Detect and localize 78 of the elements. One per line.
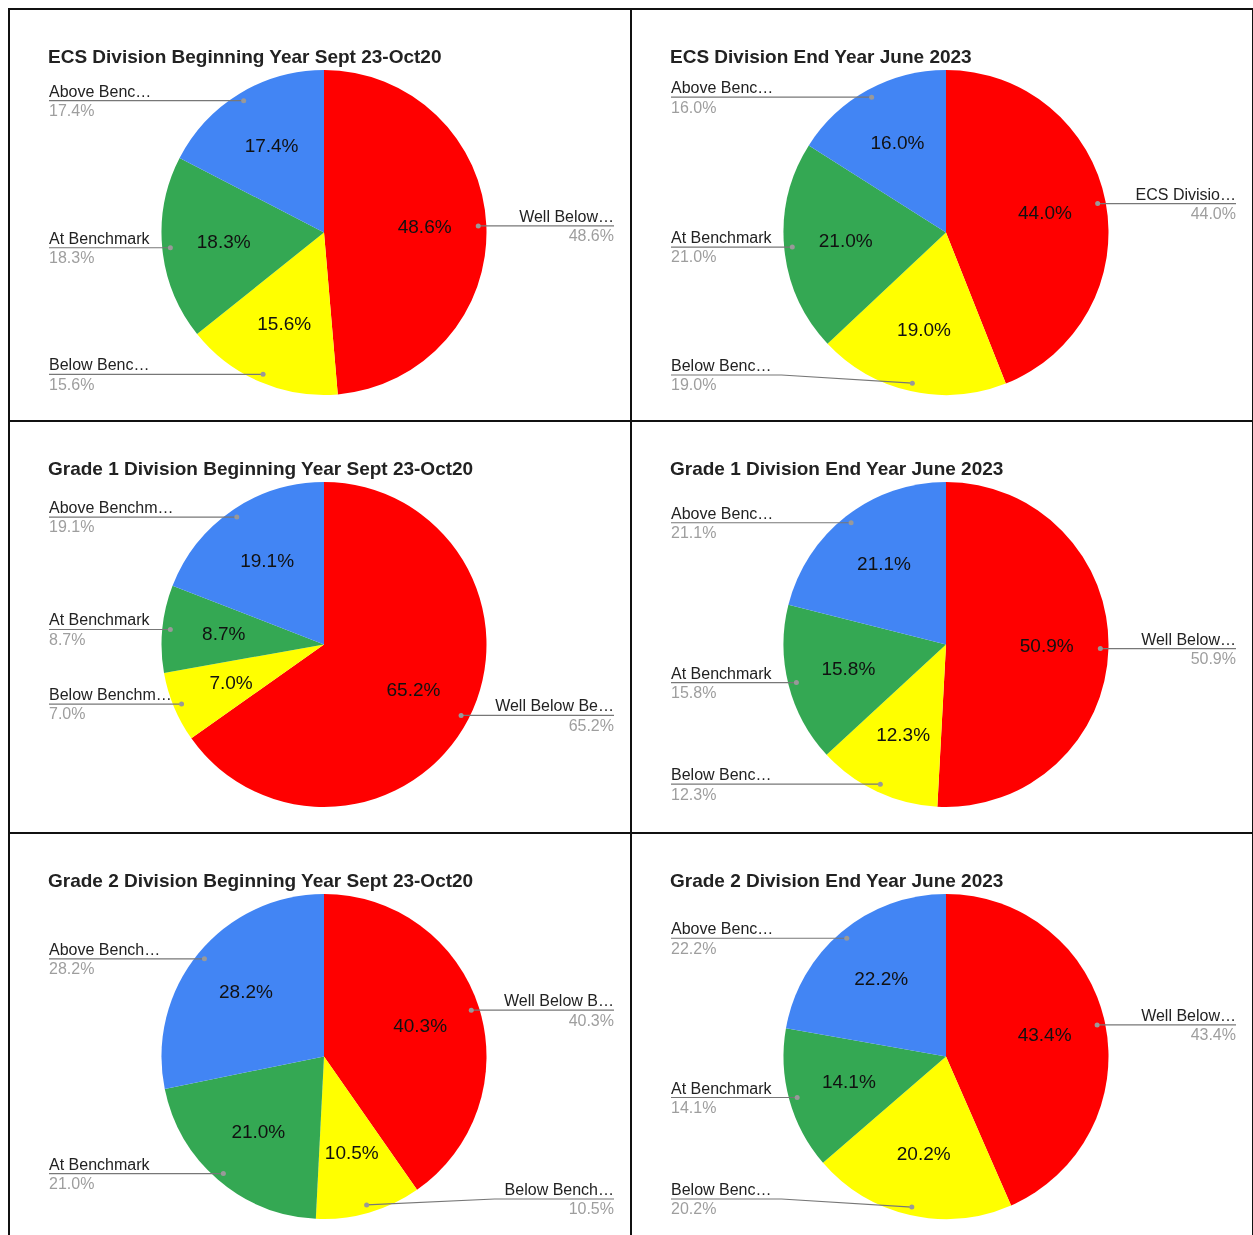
text: 28.2%	[49, 960, 95, 978]
data-label: 7.0%	[209, 671, 253, 693]
slice-label: At Benchmark	[671, 229, 773, 247]
data-label: 10.5%	[324, 1141, 379, 1163]
text: 10.5%	[568, 1200, 614, 1218]
slice-label: ECS Divisio…	[1135, 185, 1236, 203]
data-label: 28.2%	[219, 981, 274, 1002]
data-label: 19.0%	[897, 319, 952, 341]
text: 8.7%	[49, 630, 86, 648]
slice-label: Well Below…	[1141, 630, 1236, 648]
slice-label: Below Benc…	[49, 356, 150, 374]
slice-label: Above Benc…	[671, 504, 774, 522]
chart-title: Grade 2 Division Beginning Year Sept 23-Oct20	[47, 869, 475, 893]
slice-label: Above Benc…	[671, 79, 774, 97]
text: 65.2%	[568, 716, 614, 734]
text: 12.3%	[671, 785, 717, 803]
text: 50.9%	[1190, 650, 1236, 668]
chart-title: Grade 1 Division End Year June 2023	[669, 457, 1005, 481]
text: 40.3%	[568, 1011, 614, 1029]
text: 44.0%	[1190, 204, 1236, 222]
data-label: 40.3%	[393, 1014, 448, 1036]
chart-title: Grade 1 Division Beginning Year Sept 23-Oct20	[47, 457, 475, 481]
slice-label: Above Benchm…	[49, 499, 174, 517]
slice-label: Above Benc…	[671, 920, 774, 938]
text: 7.0%	[49, 705, 86, 723]
text: 18.3%	[49, 249, 95, 267]
text: 21.0%	[49, 1174, 95, 1192]
text: 21.1%	[671, 524, 717, 542]
chart-title: ECS Division End Year June 2023	[669, 45, 973, 69]
slice-label: Above Benc…	[49, 82, 152, 100]
slice-label: Well Below…	[519, 207, 614, 225]
data-label: 44.0%	[1018, 201, 1073, 223]
data-label: 16.0%	[870, 132, 925, 154]
data-label: 8.7%	[202, 622, 246, 644]
slice-label: Below Benc…	[671, 357, 772, 374]
slice-label: At Benchmark	[49, 1155, 151, 1173]
data-label: 22.2%	[854, 967, 909, 989]
text: 14.1%	[671, 1098, 717, 1116]
data-label: 50.9%	[1019, 635, 1074, 657]
text: 15.8%	[671, 684, 717, 702]
text: 21.0%	[671, 248, 717, 266]
data-label: 21.0%	[818, 230, 873, 252]
data-label: 14.1%	[821, 1071, 876, 1093]
slice-label: Well Below B…	[504, 992, 614, 1010]
slice-label: Below Benc…	[671, 766, 772, 784]
text: 43.4%	[1190, 1026, 1236, 1044]
slice-label: Above Bench…	[49, 940, 161, 958]
data-label: 43.4%	[1017, 1024, 1072, 1046]
slice-label: Below Benchm…	[49, 686, 172, 704]
slice-label: At Benchmark	[49, 229, 151, 247]
slice-label: Below Benc…	[671, 1181, 772, 1198]
slice-label: Below Bench…	[504, 1181, 614, 1198]
data-label: 48.6%	[397, 216, 452, 238]
data-label: 21.0%	[231, 1121, 286, 1143]
text: 48.6%	[568, 227, 614, 245]
data-label: 15.8%	[821, 657, 876, 679]
chart-title: Grade 2 Division End Year June 2023	[669, 869, 1005, 893]
text: 17.4%	[49, 102, 95, 120]
data-label: 12.3%	[876, 723, 931, 745]
text: 15.6%	[49, 375, 95, 393]
data-label: 20.2%	[896, 1142, 951, 1164]
data-label: 65.2%	[386, 679, 441, 701]
data-label: 17.4%	[244, 134, 299, 156]
text: 22.2%	[671, 939, 717, 957]
slice-label: At Benchmark	[671, 1079, 773, 1097]
slice-label: At Benchmark	[49, 611, 151, 629]
data-label: 19.1%	[240, 549, 295, 571]
chart-title: ECS Division Beginning Year Sept 23-Oct20	[47, 45, 443, 69]
text: 20.2%	[671, 1200, 717, 1218]
data-label: 18.3%	[196, 230, 251, 252]
text: 19.1%	[49, 518, 95, 536]
data-label: 21.1%	[857, 553, 912, 575]
text: 19.0%	[671, 376, 717, 394]
text: 16.0%	[671, 98, 717, 116]
data-label: 15.6%	[257, 313, 312, 335]
slice-label: Well Below Be…	[495, 697, 614, 715]
slice-label: At Benchmark	[671, 664, 773, 682]
slice-label: Well Below…	[1141, 1006, 1236, 1024]
